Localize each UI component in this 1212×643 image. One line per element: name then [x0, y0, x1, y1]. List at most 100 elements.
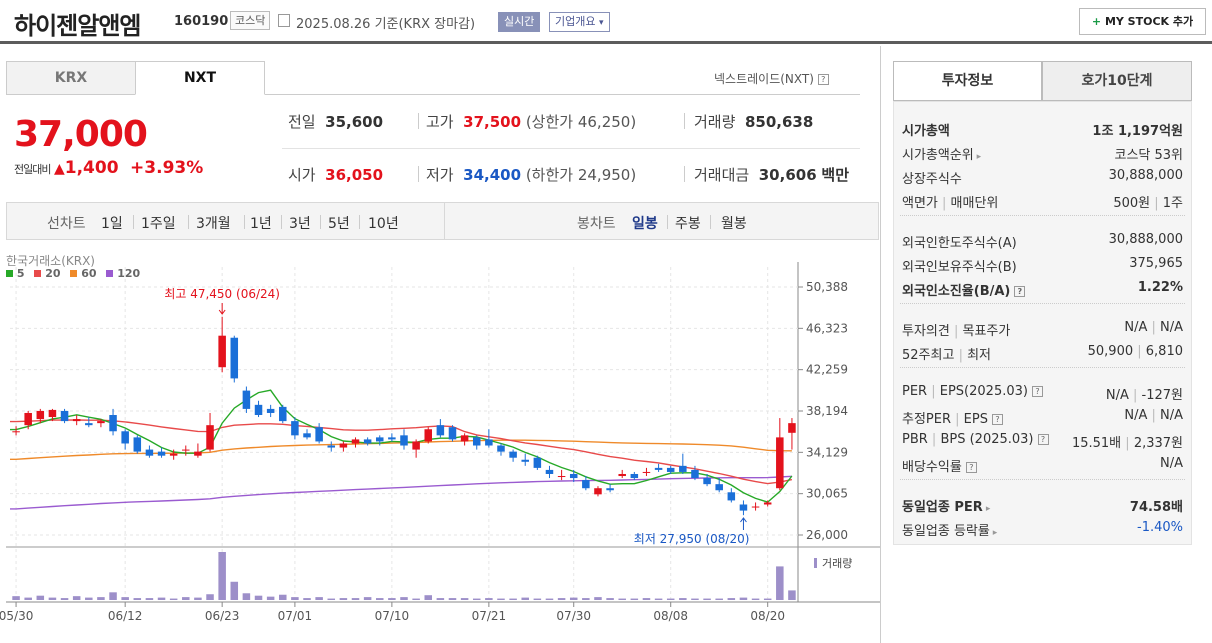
info-row: 상장주식수 30,888,000: [902, 168, 1183, 187]
candle-body: [788, 423, 796, 433]
my-stock-add-button[interactable]: + MY STOCK 추가: [1079, 8, 1206, 35]
tab-investment-info[interactable]: 투자정보: [893, 61, 1042, 101]
candle-body: [727, 492, 736, 501]
info-label: 상장주식수: [902, 172, 962, 187]
arrow-right-icon: ▸: [973, 152, 982, 162]
candle-weekly[interactable]: 주봉: [675, 216, 701, 232]
stock-chart[interactable]: 50,388 46,323 42,259 38,194 34,129 30,065 26,0…: [0, 0, 880, 643]
info-row: 시가총액순위 ▸ 코스닥 53위: [902, 144, 1183, 163]
help-icon[interactable]: ?: [817, 74, 829, 85]
candle-body: [279, 406, 287, 422]
range-10y[interactable]: 10년: [368, 216, 399, 232]
candle-daily[interactable]: 일봉: [632, 216, 658, 232]
info-value: 50,900 | 6,810: [1087, 344, 1183, 359]
amount-unit: 백만: [821, 166, 850, 184]
candle-body: [254, 404, 263, 416]
candle-body: [776, 437, 784, 489]
candle-body: [315, 427, 323, 442]
info-value: 30,888,000: [1108, 232, 1183, 247]
up-arrow-icon: ▲: [53, 161, 65, 177]
base-date: 2025.08.26 기준(KRX 장마감): [296, 17, 476, 32]
market-badge: 코스닥: [230, 11, 271, 30]
y-tick-label: 34,129: [806, 445, 848, 459]
candle-body: [85, 423, 93, 426]
candle-body: [642, 471, 651, 473]
help-icon[interactable]: ?: [1014, 286, 1026, 297]
upper-limit: (상한가 46,250): [525, 113, 637, 131]
range-3m[interactable]: 3개월: [196, 216, 231, 232]
ma5-legend: 5: [6, 267, 25, 280]
info-label[interactable]: 시가총액순위 ▸: [902, 148, 982, 163]
company-overview-dropdown[interactable]: 기업개요 ▾: [549, 12, 610, 32]
info-label[interactable]: 동일업종 등락률 ▸: [902, 524, 998, 539]
info-label: PER | EPS(2025.03)?: [902, 384, 1043, 399]
volume-bar: [460, 598, 469, 600]
volume-bar: [788, 590, 796, 600]
volume-bar: [230, 581, 239, 600]
volume-bar: [545, 598, 554, 600]
help-icon[interactable]: ?: [965, 462, 977, 473]
range-5y[interactable]: 5년: [328, 216, 350, 232]
help-icon[interactable]: ?: [991, 414, 1003, 425]
info-value: 500원 | 1주: [1113, 196, 1183, 211]
high-label: 고가: [426, 113, 454, 131]
candle-body: [533, 457, 542, 468]
tab-orderbook[interactable]: 호가10단계: [1042, 61, 1192, 101]
info-label: 배당수익률?: [902, 456, 977, 475]
nextrade-label: 넥스트레이드(NXT): [714, 72, 814, 86]
realtime-button[interactable]: 실시간: [498, 12, 541, 32]
volume-bar: [145, 598, 154, 600]
divider: [684, 113, 685, 129]
candle-body: [691, 469, 699, 479]
x-tick-label: 07/30: [556, 609, 591, 623]
info-value: N/A: [1160, 456, 1183, 471]
info-label[interactable]: 동일업종 PER ▸: [902, 500, 991, 515]
info-value: 30,888,000: [1108, 168, 1183, 183]
section-divider: [900, 215, 1185, 216]
section-divider: [900, 367, 1185, 368]
volume-bar: [157, 597, 166, 600]
info-value: 74.58배: [1129, 500, 1183, 515]
candle-body: [739, 504, 748, 511]
tab-underline: [265, 94, 860, 95]
info-row: 시가총액 1조 1,197억원: [902, 120, 1183, 139]
candle-body: [412, 441, 420, 450]
candle-body: [751, 506, 760, 508]
volume-value: 850,638: [744, 113, 814, 131]
candle-body: [206, 425, 214, 450]
low-value: 34,400: [463, 166, 522, 184]
volume-bar: [218, 552, 226, 600]
candle-body: [582, 480, 590, 489]
range-1d[interactable]: 1일: [101, 216, 123, 232]
y-tick-label: 26,000: [806, 528, 848, 542]
info-label: 추정PER | EPS?: [902, 408, 1003, 427]
candle-body: [24, 412, 32, 426]
volume-bar: [594, 597, 602, 600]
candle-body: [594, 488, 602, 495]
candle-body: [679, 465, 687, 472]
candle-body: [97, 421, 105, 424]
candle-body: [521, 459, 529, 462]
candle-body: [230, 337, 239, 379]
candle-body: [460, 435, 469, 442]
range-1w[interactable]: 1주일: [141, 216, 176, 232]
help-icon[interactable]: ?: [1031, 386, 1043, 397]
range-3y[interactable]: 3년: [289, 216, 311, 232]
candle-body: [12, 431, 20, 433]
line-chart-label: 선차트: [47, 216, 86, 232]
help-icon[interactable]: ?: [1037, 434, 1049, 445]
ma20-line: [10, 419, 793, 485]
y-tick-label: 30,065: [806, 487, 848, 501]
ma60-line: [10, 439, 792, 460]
nextrade-link[interactable]: 넥스트레이드(NXT) ?: [714, 70, 829, 87]
current-price: 37,000: [14, 114, 148, 155]
candle-body: [48, 409, 57, 418]
candle-monthly[interactable]: 월봉: [721, 216, 747, 232]
volume-label: 거래량: [822, 557, 852, 570]
volume-bar: [24, 597, 32, 600]
candle-chart-label: 봉차트: [577, 216, 616, 232]
tab-nxt[interactable]: NXT: [135, 61, 265, 95]
range-1y[interactable]: 1년: [250, 216, 272, 232]
info-label: PBR | BPS (2025.03)?: [902, 432, 1049, 447]
info-row: 52주최고 | 최저 50,900 | 6,810: [902, 344, 1183, 363]
